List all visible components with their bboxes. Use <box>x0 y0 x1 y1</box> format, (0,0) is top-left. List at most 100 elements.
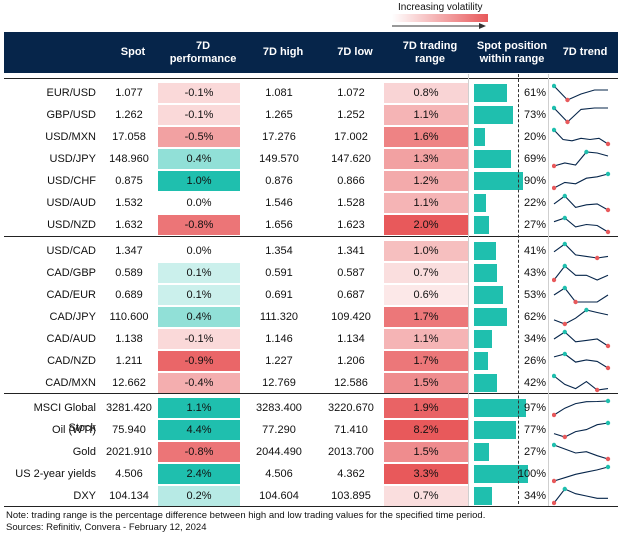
trend-line <box>553 85 608 101</box>
position-bar-track: 73% <box>474 106 548 124</box>
trend-sparkline <box>553 215 611 235</box>
spot-value: 1.077 <box>115 87 143 99</box>
high-value: 4.506 <box>265 468 293 480</box>
low-value: 1.134 <box>337 333 365 345</box>
trend-high-marker <box>605 171 611 177</box>
table-row: CAD/GBP 0.589 0.1% 0.591 0.587 0.7% 43% <box>4 262 618 284</box>
position-value: 20% <box>523 131 546 143</box>
spot-value: 1.262 <box>115 109 143 121</box>
performance-value: 1.1% <box>158 398 240 418</box>
performance-value: 2.4% <box>158 464 240 484</box>
row-name: CAD/NZD <box>47 355 96 367</box>
header-7d-trading-range: 7D trading range <box>402 39 458 65</box>
trend-high-marker <box>562 263 567 269</box>
position-value: 26% <box>523 355 546 367</box>
spot-value: 148.960 <box>109 153 149 165</box>
trend-sparkline <box>553 351 611 371</box>
position-bar <box>474 106 514 124</box>
table-row: GBP/USD 1.262 -0.1% 1.265 1.252 1.1% 73% <box>4 104 618 126</box>
row-name: CAD/JPY <box>49 311 96 323</box>
trend-high-marker <box>552 105 557 111</box>
performance-value: 0.1% <box>158 285 240 305</box>
position-bar-track: 90% <box>474 172 548 190</box>
position-bar <box>474 172 523 190</box>
low-value: 147.620 <box>331 153 371 165</box>
trend-sparkline <box>552 486 608 506</box>
table-row: Oil (WTI) 75.940 4.4% 77.290 71.410 8.2% 77% <box>4 419 618 441</box>
header-7d-performance: 7D performance <box>169 39 237 65</box>
group-separator <box>4 236 618 237</box>
spot-value: 1.138 <box>115 333 143 345</box>
position-bar <box>474 194 486 212</box>
trend-line <box>553 309 609 325</box>
position-bar <box>474 465 528 483</box>
trend-sparkline <box>553 329 611 349</box>
high-value: 0.591 <box>265 267 293 279</box>
range-value: 1.7% <box>384 351 468 371</box>
spot-value: 4.506 <box>115 468 143 480</box>
range-value: 0.6% <box>384 285 468 305</box>
column-divider <box>468 74 469 506</box>
range-value: 1.3% <box>384 149 468 169</box>
position-value: 43% <box>523 267 546 279</box>
spot-value: 2021.910 <box>106 446 152 458</box>
position-bar-track: 77% <box>474 421 548 439</box>
volatility-scale <box>392 14 488 29</box>
group-separator <box>4 506 618 507</box>
position-bar-track: 41% <box>474 242 548 260</box>
position-value: 61% <box>523 87 546 99</box>
high-value: 3283.400 <box>256 402 302 414</box>
range-value: 0.7% <box>384 263 468 283</box>
performance-value: -0.8% <box>158 442 240 462</box>
position-bar-track: 34% <box>474 487 548 505</box>
trend-low-marker <box>565 97 570 103</box>
position-value: 53% <box>523 289 546 301</box>
position-bar <box>474 374 497 392</box>
range-value: 1.1% <box>384 193 468 213</box>
row-name: Gold <box>72 446 96 458</box>
high-value: 1.227 <box>265 355 293 367</box>
trend-sparkline <box>552 127 611 147</box>
trend-line <box>553 217 609 233</box>
performance-value: -0.9% <box>158 351 240 371</box>
row-name: CAD/AUD <box>46 333 96 345</box>
table-row: DXY 104.134 0.2% 104.604 103.895 0.7% 34% <box>4 485 618 507</box>
table-row: USD/MXN 17.058 -0.5% 17.276 17.002 1.6% 20% <box>4 126 618 148</box>
volatility-label: Increasing volatility <box>398 2 483 13</box>
column-divider <box>548 74 549 506</box>
table-row: EUR/USD 1.077 -0.1% 1.081 1.072 0.8% 61% <box>4 82 618 104</box>
performance-value: 0.4% <box>158 149 240 169</box>
trend-high-marker <box>605 420 611 426</box>
row-name: USD/CAD <box>46 245 96 257</box>
low-value: 1.623 <box>337 219 365 231</box>
trend-low-marker <box>595 255 600 261</box>
position-bar <box>474 421 516 439</box>
trend-low-marker <box>562 434 567 440</box>
performance-value: 0.4% <box>158 307 240 327</box>
position-value: 77% <box>523 424 546 436</box>
range-value: 0.8% <box>384 83 468 103</box>
trend-low-marker <box>552 412 557 418</box>
trend-sparkline <box>553 307 609 327</box>
sources-line: Sources: Refinitiv, Convera - February 1… <box>6 522 207 533</box>
range-value: 1.5% <box>384 442 468 462</box>
spot-value: 0.689 <box>115 289 143 301</box>
position-bar <box>474 443 489 461</box>
low-value: 1.206 <box>337 355 365 367</box>
trend-low-marker <box>552 185 557 191</box>
position-bar <box>474 330 493 348</box>
position-bar-track: 62% <box>474 308 548 326</box>
position-bar <box>474 150 512 168</box>
position-bar <box>474 487 493 505</box>
header-7d-trend: 7D trend <box>562 46 608 58</box>
high-value: 17.276 <box>262 131 296 143</box>
position-bar-track: 22% <box>474 194 548 212</box>
table-row: US 2-year yields 4.506 2.4% 4.506 4.362 3.3% 1… <box>4 463 618 485</box>
low-value: 3220.670 <box>328 402 374 414</box>
range-value: 1.1% <box>384 329 468 349</box>
trend-sparkline <box>552 149 609 169</box>
spot-value: 3281.420 <box>106 402 152 414</box>
trend-high-marker <box>552 127 557 133</box>
position-bar <box>474 128 485 146</box>
low-value: 1.528 <box>337 197 365 209</box>
